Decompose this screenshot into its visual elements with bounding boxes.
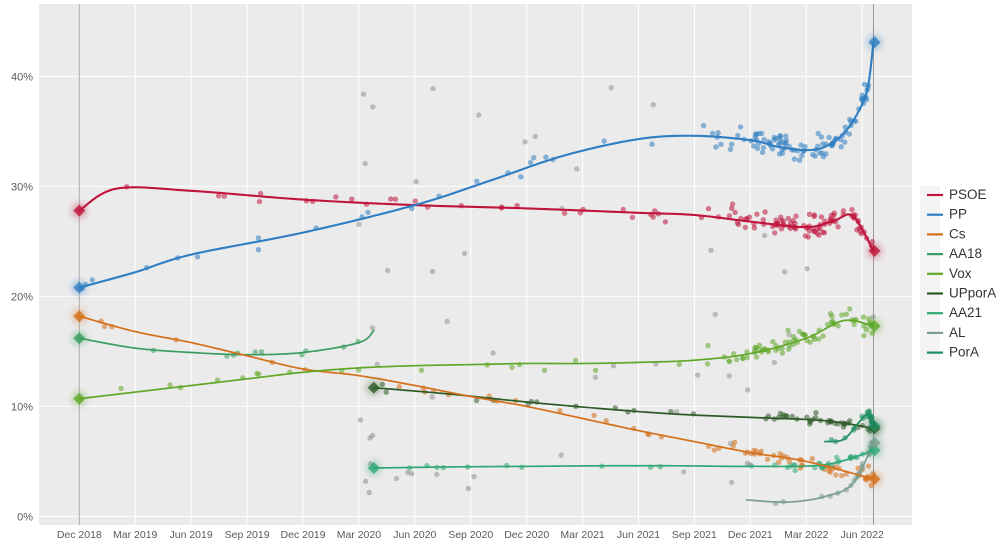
svg-text:Dec 2020: Dec 2020 [504,529,549,541]
svg-text:30%: 30% [11,181,33,193]
svg-text:10%: 10% [11,401,33,413]
svg-text:Jun 2021: Jun 2021 [617,529,660,541]
svg-text:PP: PP [949,207,967,222]
svg-text:AA21: AA21 [949,305,982,320]
svg-text:Dec 2019: Dec 2019 [281,529,326,541]
svg-text:0%: 0% [17,511,33,523]
svg-text:PSOE: PSOE [949,187,987,202]
svg-text:20%: 20% [11,291,33,303]
svg-text:Dec 2021: Dec 2021 [728,529,773,541]
svg-text:AL: AL [949,325,966,340]
svg-text:Sep 2020: Sep 2020 [448,529,493,541]
svg-text:AA18: AA18 [949,246,982,261]
svg-text:Jun 2019: Jun 2019 [169,529,212,541]
svg-text:40%: 40% [11,71,33,83]
svg-text:Sep 2019: Sep 2019 [225,529,270,541]
svg-text:UPporA: UPporA [949,286,996,301]
svg-text:Mar 2021: Mar 2021 [560,529,605,541]
svg-text:Dec 2018: Dec 2018 [57,529,102,541]
svg-text:Mar 2022: Mar 2022 [784,529,829,541]
svg-text:Cs: Cs [949,226,966,241]
svg-text:Jun 2022: Jun 2022 [841,529,884,541]
svg-text:Mar 2020: Mar 2020 [337,529,382,541]
svg-text:Mar 2019: Mar 2019 [113,529,158,541]
svg-text:Vox: Vox [949,266,972,281]
svg-text:Sep 2021: Sep 2021 [672,529,717,541]
svg-text:PorA: PorA [949,345,979,360]
svg-text:Jun 2020: Jun 2020 [393,529,436,541]
